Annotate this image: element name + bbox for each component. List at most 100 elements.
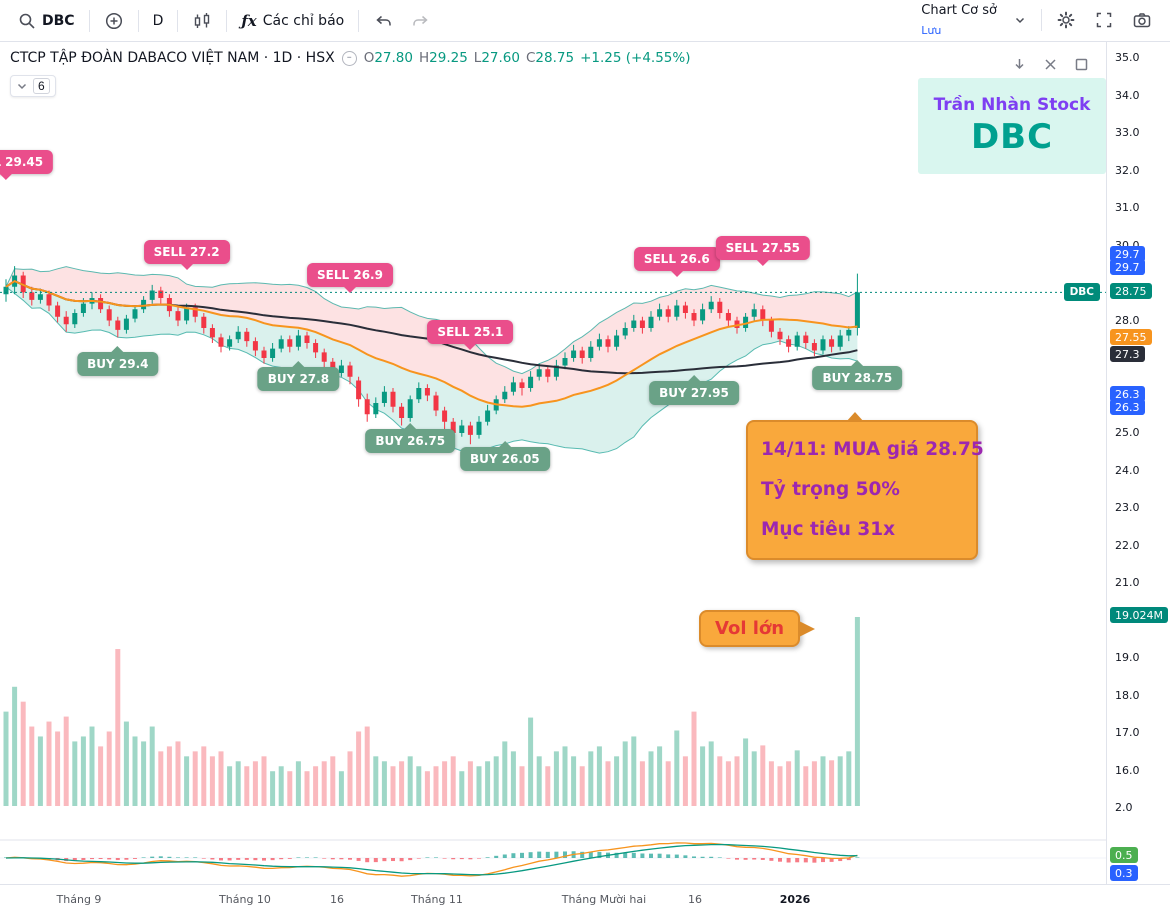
price-tick: 34.0 bbox=[1115, 88, 1140, 102]
indicators-label: Các chỉ báo bbox=[262, 12, 345, 29]
toolbar-divider bbox=[137, 9, 139, 32]
buy-signal-flag[interactable]: BUY 26.05 bbox=[459, 447, 550, 471]
chart-settings-button[interactable] bbox=[1048, 5, 1084, 35]
price-badge: 29.7 bbox=[1110, 246, 1145, 262]
interval-label: D bbox=[152, 12, 164, 29]
sell-signal-flag[interactable]: SELL 29.45 bbox=[0, 150, 54, 174]
chart-type-button[interactable] bbox=[184, 6, 220, 36]
sell-signal-flag[interactable]: SELL 27.55 bbox=[715, 236, 810, 260]
search-icon bbox=[19, 13, 35, 29]
arrow-down-icon bbox=[1015, 59, 1024, 70]
save-label: Lưu bbox=[921, 23, 942, 37]
price-tick: 18.0 bbox=[1115, 688, 1140, 702]
pane-move-down-button[interactable] bbox=[1009, 54, 1030, 78]
close-label: C bbox=[525, 50, 536, 66]
buy-signal-flag[interactable]: BUY 28.75 bbox=[812, 366, 903, 390]
toolbar-divider bbox=[177, 9, 179, 32]
high-label: H bbox=[418, 50, 430, 66]
price-badge: 27.3 bbox=[1110, 346, 1145, 362]
price-badge: 26.3 bbox=[1110, 399, 1145, 415]
price-tick: 17.0 bbox=[1115, 726, 1140, 739]
fx-icon: ƒx bbox=[241, 11, 257, 30]
sell-signal-flag[interactable]: SELL 26.6 bbox=[633, 247, 720, 271]
redo-button[interactable] bbox=[403, 6, 439, 36]
watermark-logo: Trần Nhàn Stock DBC bbox=[918, 78, 1106, 174]
time-tick: 2026 bbox=[779, 893, 811, 906]
layout-menu-chevron-button[interactable] bbox=[1005, 8, 1035, 32]
volume-callout-label: Vol lớn bbox=[715, 618, 785, 639]
time-tick: Tháng 11 bbox=[411, 893, 463, 906]
toolbar-divider bbox=[1041, 9, 1042, 32]
price-tick: 23.0 bbox=[1115, 501, 1140, 514]
volume-callout[interactable]: Vol lớn bbox=[699, 610, 816, 647]
layout-name-label: Chart Cơ sở bbox=[921, 3, 997, 19]
indicators-count-badge: 6 bbox=[33, 78, 50, 94]
symbol-title[interactable]: CTCP TẬP ĐOÀN DABACO VIỆT NAM · 1D · HSX bbox=[10, 50, 335, 66]
price-badge: 0.3 bbox=[1110, 865, 1138, 881]
maximize-icon bbox=[1075, 58, 1088, 71]
gear-icon bbox=[1057, 12, 1075, 29]
open-label: O bbox=[363, 50, 375, 66]
hide-series-icon[interactable]: – bbox=[341, 50, 357, 66]
note-line-2: Tỷ trọng 50% bbox=[761, 479, 900, 500]
price-tick: 25.0 bbox=[1115, 426, 1140, 439]
ohlc-values: O27.80 H29.25 L27.60 C28.75 +1.25 (+4.55… bbox=[364, 50, 691, 66]
watermark-title: Trần Nhàn Stock bbox=[933, 95, 1091, 115]
sell-signal-flag[interactable]: SELL 25.1 bbox=[427, 320, 514, 344]
top-toolbar: DBC D ƒx Các chỉ báo bbox=[0, 0, 1170, 42]
time-tick: Tháng 9 bbox=[56, 893, 102, 906]
note-line-1: 14/11: MUA giá 28.75 bbox=[761, 439, 984, 460]
price-tick: 16.0 bbox=[1115, 763, 1140, 777]
undo-button[interactable] bbox=[365, 6, 401, 36]
fullscreen-button[interactable] bbox=[1086, 5, 1122, 35]
candlestick-chart-icon bbox=[195, 12, 210, 28]
price-tick: 28.0 bbox=[1115, 313, 1140, 327]
pane-close-button[interactable] bbox=[1040, 54, 1061, 78]
price-tick: 33.0 bbox=[1115, 126, 1140, 139]
buy-signal-flag[interactable]: BUY 29.4 bbox=[77, 352, 159, 376]
trade-note-annotation[interactable]: 14/11: MUA giá 28.75 Tỷ trọng 50% Mục ti… bbox=[746, 412, 984, 560]
buy-signal-flag[interactable]: BUY 26.75 bbox=[365, 429, 456, 453]
high-value: 29.25 bbox=[429, 50, 468, 66]
price-scale[interactable]: 35.0 34.0 33.0 32.0 31.0 30.0 28.0 25.0 24.0 23.0… bbox=[1106, 42, 1170, 884]
symbol-search-button[interactable]: DBC bbox=[10, 7, 83, 35]
sell-signal-flag[interactable]: SELL 27.2 bbox=[143, 240, 230, 264]
time-axis[interactable]: Tháng 9 Tháng 10 16 Tháng 11 Tháng Mười hai 1… bbox=[0, 884, 1170, 914]
snapshot-camera-button[interactable] bbox=[1124, 5, 1160, 35]
pane-controls bbox=[1009, 54, 1092, 78]
close-icon bbox=[1045, 59, 1056, 70]
note-line-3: Mục tiêu 31x bbox=[761, 519, 896, 540]
layout-menu-button[interactable]: Chart Cơ sở Lưu bbox=[915, 1, 1003, 39]
change-value: +1.25 (+4.55%) bbox=[580, 50, 691, 66]
watermark-symbol: DBC bbox=[970, 117, 1054, 157]
price-badge: 0.5 bbox=[1110, 847, 1138, 863]
interval-button[interactable]: D bbox=[145, 8, 172, 34]
symbol-search-label: DBC bbox=[42, 12, 75, 29]
buy-signal-flag[interactable]: BUY 27.8 bbox=[257, 367, 340, 391]
low-label: L bbox=[473, 50, 482, 66]
pane-maximize-button[interactable] bbox=[1071, 54, 1092, 78]
price-badge: 29.7 bbox=[1110, 259, 1145, 275]
price-tick: 32.0 bbox=[1115, 163, 1140, 177]
compare-add-symbol-button[interactable] bbox=[96, 6, 132, 36]
chart-canvas[interactable]: CTCP TẬP ĐOÀN DABACO VIỆT NAM · 1D · HSX… bbox=[0, 42, 1106, 884]
price-tick: 35.0 bbox=[1115, 51, 1140, 64]
indicators-collapse-button[interactable]: 6 bbox=[10, 75, 56, 97]
sell-signal-flag[interactable]: SELL 26.9 bbox=[307, 263, 393, 287]
plus-circle-icon bbox=[105, 12, 122, 29]
time-tick: Tháng 10 bbox=[219, 893, 271, 906]
price-line-symbol-tag: DBC bbox=[1063, 283, 1100, 301]
open-value: 27.80 bbox=[374, 50, 413, 66]
toolbar-divider bbox=[358, 9, 360, 32]
camera-icon bbox=[1133, 13, 1151, 28]
buy-signal-flag[interactable]: BUY 27.95 bbox=[649, 381, 739, 405]
price-tick: 21.0 bbox=[1115, 576, 1140, 589]
chevron-down-icon bbox=[1015, 18, 1025, 24]
toolbar-left-group: DBC D ƒx Các chỉ báo bbox=[10, 6, 439, 36]
toolbar-divider bbox=[226, 9, 228, 32]
low-value: 27.60 bbox=[481, 50, 520, 66]
chart-legend: CTCP TẬP ĐOÀN DABACO VIỆT NAM · 1D · HSX… bbox=[10, 50, 690, 97]
indicators-button[interactable]: ƒx Các chỉ báo bbox=[233, 7, 352, 35]
time-tick: 16 bbox=[688, 893, 702, 906]
